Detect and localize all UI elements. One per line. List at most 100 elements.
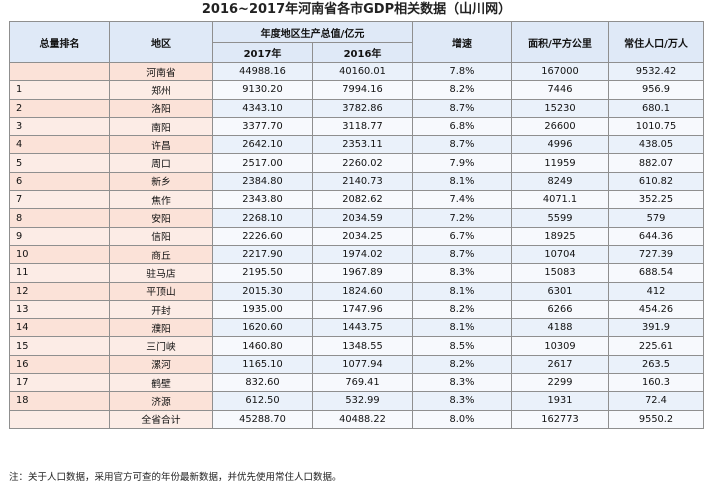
cell-area: 6301 [511,281,609,301]
cell-growth: 8.7% [412,135,512,155]
cell-rank: 6 [9,171,110,192]
table-row: 18 济源 612.50 532.99 8.3% 1931 72.4 [9,391,704,411]
header-region: 地区 [109,21,213,63]
cell-area: 4996 [511,135,609,155]
cell-region: 新乡 [109,171,213,192]
cell-rank: 16 [9,354,110,375]
cell-rank: 14 [9,318,110,338]
cell-area: 162773 [511,409,609,429]
cell-population: 263.5 [608,354,704,375]
table-row: 10 商丘 2217.90 1974.02 8.7% 10704 727.39 [9,244,704,265]
cell-gdp-2017: 612.50 [212,391,313,411]
cell-gdp-2017: 2226.60 [212,226,313,246]
cell-area: 6266 [511,299,609,320]
cell-area: 15230 [511,98,609,118]
table-row: 4 许昌 2642.10 2353.11 8.7% 4996 438.05 [9,135,704,155]
cell-gdp-2017: 1165.10 [212,354,313,375]
cell-rank: 17 [9,373,110,393]
table-row: 9 信阳 2226.60 2034.25 6.7% 18925 644.36 [9,226,704,246]
page-title: 2016~2017年河南省各市GDP相关数据（山川网） [201,2,512,17]
cell-population: 438.05 [608,135,704,155]
cell-gdp-2016: 40488.22 [312,409,413,429]
cell-rank: 9 [9,226,110,246]
cell-region: 平顶山 [109,281,213,301]
cell-population: 225.61 [608,336,704,356]
cell-gdp-2016: 2353.11 [312,135,413,155]
cell-area: 7446 [511,80,609,100]
cell-population: 727.39 [608,244,704,265]
cell-growth: 7.4% [412,190,512,210]
cell-growth: 8.0% [412,409,512,429]
cell-rank: 5 [9,153,110,173]
cell-region: 河南省 [109,61,213,82]
cell-growth: 8.2% [412,80,512,100]
cell-gdp-2016: 1824.60 [312,281,413,301]
cell-region: 周口 [109,153,213,173]
cell-region: 许昌 [109,135,213,155]
cell-gdp-2017: 2642.10 [212,135,313,155]
cell-region: 开封 [109,299,213,320]
cell-population: 579 [608,208,704,228]
cell-population: 956.9 [608,80,704,100]
table-row: 5 周口 2517.00 2260.02 7.9% 11959 882.07 [9,153,704,173]
cell-area: 10309 [511,336,609,356]
table-row: 1 郑州 9130.20 7994.16 8.2% 7446 956.9 [9,80,704,100]
cell-population: 9532.42 [608,61,704,82]
cell-gdp-2016: 1348.55 [312,336,413,356]
cell-gdp-2017: 9130.20 [212,80,313,100]
cell-gdp-2016: 40160.01 [312,61,413,82]
cell-gdp-2016: 769.41 [312,373,413,393]
cell-growth: 8.3% [412,263,512,283]
cell-region: 全省合计 [109,409,213,429]
cell-population: 680.1 [608,98,704,118]
cell-area: 4071.1 [511,190,609,210]
cell-population: 391.9 [608,318,704,338]
header-gdp-group: 年度地区生产总值/亿元 [212,21,413,43]
table-row: 河南省 44988.16 40160.01 7.8% 167000 9532.42 [9,61,704,82]
cell-population: 72.4 [608,391,704,411]
cell-rank [9,61,110,82]
cell-area: 5599 [511,208,609,228]
cell-region: 郑州 [109,80,213,100]
cell-gdp-2016: 7994.16 [312,80,413,100]
cell-region: 濮阳 [109,318,213,338]
cell-growth: 8.1% [412,318,512,338]
cell-growth: 8.2% [412,299,512,320]
cell-rank: 7 [9,190,110,210]
cell-area: 26600 [511,116,609,137]
cell-population: 160.3 [608,373,704,393]
cell-population: 412 [608,281,704,301]
header-2017: 2017年 [212,42,313,63]
header-2016: 2016年 [312,42,413,63]
cell-gdp-2017: 2195.50 [212,263,313,283]
table-row: 11 驻马店 2195.50 1967.89 8.3% 15083 688.54 [9,263,704,283]
cell-growth: 6.8% [412,116,512,137]
cell-gdp-2016: 3118.77 [312,116,413,137]
cell-gdp-2017: 2517.00 [212,153,313,173]
cell-region: 驻马店 [109,263,213,283]
cell-region: 焦作 [109,190,213,210]
table-row: 12 平顶山 2015.30 1824.60 8.1% 6301 412 [9,281,704,301]
cell-growth: 7.9% [412,153,512,173]
cell-gdp-2016: 2140.73 [312,171,413,192]
cell-gdp-2017: 4343.10 [212,98,313,118]
cell-gdp-2017: 1935.00 [212,299,313,320]
cell-gdp-2017: 2015.30 [212,281,313,301]
cell-gdp-2017: 3377.70 [212,116,313,137]
cell-gdp-2016: 532.99 [312,391,413,411]
cell-area: 2617 [511,354,609,375]
header-population: 常住人口/万人 [608,21,704,63]
table-row: 14 濮阳 1620.60 1443.75 8.1% 4188 391.9 [9,318,704,338]
cell-gdp-2016: 3782.86 [312,98,413,118]
cell-growth: 7.2% [412,208,512,228]
cell-gdp-2016: 2260.02 [312,153,413,173]
table-row: 15 三门峡 1460.80 1348.55 8.5% 10309 225.61 [9,336,704,356]
cell-area: 10704 [511,244,609,265]
cell-rank: 15 [9,336,110,356]
table-row: 2 洛阳 4343.10 3782.86 8.7% 15230 680.1 [9,98,704,118]
cell-region: 鹤壁 [109,373,213,393]
cell-rank: 2 [9,98,110,118]
cell-gdp-2017: 832.60 [212,373,313,393]
cell-region: 信阳 [109,226,213,246]
